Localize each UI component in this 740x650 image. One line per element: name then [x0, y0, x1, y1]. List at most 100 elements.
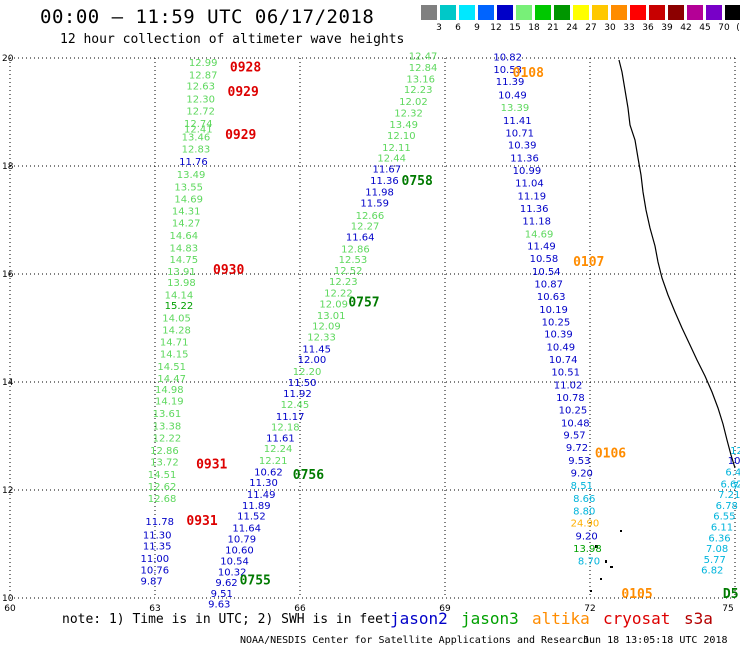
swh-value: 12.22 — [324, 289, 353, 300]
scale-label: 70 — [718, 23, 730, 33]
swh-value: 11.49 — [527, 242, 556, 253]
swh-value: 12.52 — [334, 266, 363, 277]
swh-value: 12.23 — [329, 277, 358, 288]
pass-time-label: 0930 — [213, 263, 244, 278]
swh-value: 11.64 — [346, 233, 375, 244]
swh-value: 13.38 — [153, 422, 182, 433]
pass-time-label: 0929 — [228, 85, 259, 100]
lat-tick-label: 12 — [2, 486, 13, 496]
swh-value: 9.62 — [215, 578, 237, 589]
swh-value: 11.30 — [143, 531, 172, 542]
lon-tick-label: 60 — [4, 604, 16, 614]
swh-value: 12.18 — [271, 423, 300, 434]
swh-value: 14.71 — [160, 337, 189, 348]
swh-value: 12.63 — [186, 81, 215, 92]
swh-value: 15.22 — [165, 301, 194, 312]
swh-value: 12.47 — [409, 52, 438, 63]
swh-value: 10.63 — [537, 292, 566, 303]
swh-value: 12.74 — [184, 119, 213, 130]
lat-lon-grid — [9, 57, 736, 599]
swh-value: 10.49 — [547, 343, 576, 354]
lat-tick-label: 16 — [2, 270, 14, 280]
swh-value: 12.20 — [293, 367, 322, 378]
swh-value: 10.25 — [559, 405, 588, 416]
swh-value: 11.92 — [283, 389, 312, 400]
swh-value: 10.76 — [141, 566, 170, 577]
legend-item: altika — [532, 609, 590, 628]
swh-value: 11.04 — [515, 179, 544, 190]
swh-value: 24.90 — [571, 519, 600, 530]
swh-value: 10.49 — [498, 91, 527, 102]
scale-label: 30 — [604, 23, 616, 33]
swh-value: 11.52 — [237, 512, 266, 523]
scale-swatch — [535, 5, 551, 20]
swh-value: 6.78 — [716, 501, 738, 512]
swh-value: 10.74 — [549, 355, 578, 366]
swh-value: 12.68 — [148, 494, 177, 505]
swh-value: 10.25 — [542, 317, 571, 328]
swh-value: 10.53 — [493, 65, 522, 76]
swh-value: 14.27 — [172, 218, 201, 229]
scale-label: 45 — [699, 23, 711, 33]
swh-value: 14.69 — [525, 229, 554, 240]
swh-value: 12.22 — [153, 433, 182, 444]
pass-time-label: 0755 — [240, 574, 271, 589]
scale-swatch — [725, 5, 740, 20]
swh-value: 14.75 — [170, 255, 199, 266]
credit-line: NOAA/NESDIS Center for Satellite Applica… — [240, 635, 590, 646]
swh-value: 11.35 — [143, 541, 172, 552]
swh-value: 10.51 — [551, 368, 580, 379]
scale-label: 15 — [509, 23, 521, 33]
lon-tick-label: 75 — [722, 604, 733, 614]
swh-value: 6.11 — [711, 523, 733, 534]
scale-label: 27 — [585, 23, 597, 33]
swh-value: 11.18 — [522, 216, 551, 227]
swh-value: 10.3 — [728, 456, 740, 467]
swh-value: 14.19 — [155, 397, 184, 408]
swh-value: 11.61 — [266, 433, 295, 444]
swh-value: 12 — [730, 446, 740, 457]
swh-value: 10.99 — [513, 166, 542, 177]
swh-value: 14.05 — [162, 314, 191, 325]
swh-value: 14.98 — [155, 385, 184, 396]
swh-value: 6.36 — [708, 533, 730, 544]
swh-value: 11.45 — [302, 344, 331, 355]
swh-value: 14.47 — [157, 374, 186, 385]
axis-labels: 60 63 66 69 72 75 20 18 16 14 12 10 — [2, 54, 734, 614]
swh-value: 11.67 — [373, 164, 402, 175]
swh-value: 14.31 — [172, 207, 201, 218]
lakshadweep-islands — [590, 530, 622, 592]
pass-time-labels: 0928 0929 0929 0930 0931 0931 0758 0757 0756 0755… — [186, 61, 738, 603]
swh-value: 12.53 — [339, 255, 368, 266]
pass-time-label: 0931 — [186, 514, 217, 529]
swh-value: 14.28 — [162, 325, 191, 336]
swh-value: 10.19 — [539, 305, 568, 316]
swh-value: 12.99 — [189, 58, 218, 69]
lat-tick-label: 20 — [2, 54, 14, 64]
swh-value: 12.02 — [399, 97, 428, 108]
swh-value: 11.17 — [276, 412, 305, 423]
swh-value: 14.83 — [170, 243, 199, 254]
scale-swatch — [421, 5, 437, 20]
lon-tick-label: 69 — [439, 604, 451, 614]
swh-value: 12.41 — [184, 125, 213, 136]
scale-label: 9 — [474, 23, 480, 33]
swh-value: 13.72 — [150, 458, 179, 469]
swh-value: 11.41 — [503, 116, 532, 127]
page-subtitle: 12 hour collection of altimeter wave hei… — [60, 32, 405, 47]
pass-time-label: 0757 — [348, 295, 379, 310]
swh-value: 13.39 — [501, 103, 530, 114]
pass-time-label: 0756 — [293, 468, 324, 483]
swh-value: 11.64 — [232, 524, 261, 535]
lon-tick-label: 63 — [149, 604, 160, 614]
swh-value: 11.59 — [360, 199, 389, 210]
india-coastline — [618, 59, 736, 469]
swh-value: 12.45 — [281, 400, 310, 411]
legend-item: jason2 — [390, 609, 448, 628]
footnote: note: 1) Time is in UTC; 2) SWH is in fe… — [62, 612, 391, 627]
scale-label: 12 — [490, 23, 502, 33]
scale-swatch — [687, 5, 703, 20]
scale-swatch — [706, 5, 722, 20]
swh-value: 14.14 — [165, 290, 194, 301]
